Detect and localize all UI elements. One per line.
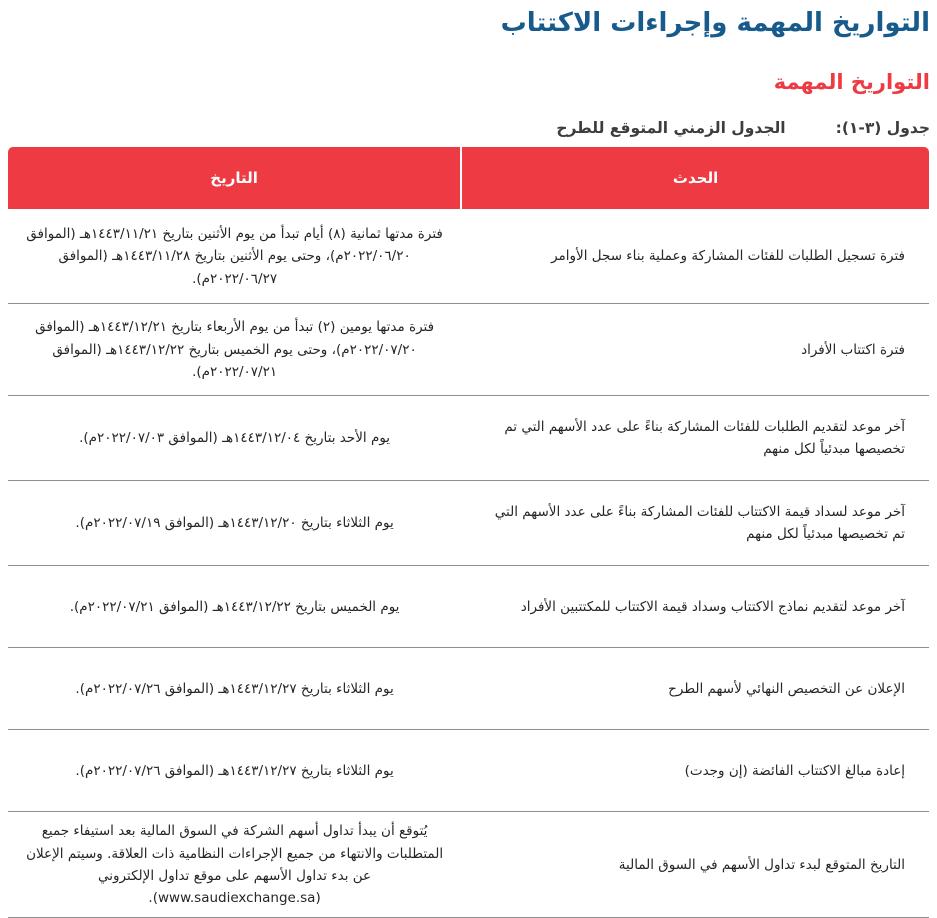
- table-row: فترة تسجيل الطلبات للفئات المشاركة وعملي…: [8, 209, 929, 304]
- event-cell: إعادة مبالغ الاكتتاب الفائضة (إن وجدت): [461, 729, 929, 812]
- table-caption: جدول (٣-١): الجدول الزمني المتوقع للطرح: [0, 119, 930, 137]
- date-cell: يوم الثلاثاء بتاريخ ١٤٤٣/١٢/٢٧هـ (المواف…: [8, 647, 462, 730]
- table-caption-title: الجدول الزمني المتوقع للطرح: [556, 119, 786, 138]
- event-cell: آخر موعد لتقديم نماذج الاكتتاب وسداد قيم…: [461, 565, 929, 648]
- event-cell: آخر موعد لتقديم الطلبات للفئات المشاركة …: [461, 395, 929, 481]
- event-cell: التاريخ المتوقع لبدء تداول الأسهم في الس…: [461, 811, 929, 918]
- table-header: الحدث التاريخ: [8, 147, 929, 210]
- table-row: التاريخ المتوقع لبدء تداول الأسهم في الس…: [8, 811, 929, 918]
- table-row: الإعلان عن التخصيص النهائي لأسهم الطرح يو…: [8, 647, 929, 730]
- header-cell-event: الحدث: [460, 147, 929, 210]
- table-row: آخر موعد لتقديم نماذج الاكتتاب وسداد قيم…: [8, 565, 929, 648]
- header-cell-date: التاريخ: [8, 147, 462, 210]
- table-body: فترة تسجيل الطلبات للفئات المشاركة وعملي…: [8, 209, 929, 918]
- page-title: التواريخ المهمة وإجراءات الاكتتاب: [500, 8, 930, 38]
- offering-timetable-table: الحدث التاريخ فترة تسجيل الطلبات للفئات …: [8, 147, 929, 918]
- date-cell: يوم الأحد بتاريخ ١٤٤٣/١٢/٠٤هـ (الموافق ٢…: [8, 395, 462, 481]
- table-row: آخر موعد لسداد قيمة الاكتتاب للفئات المش…: [8, 480, 929, 566]
- date-cell: فترة مدتها ثمانية (٨) أيام تبدأ من يوم ا…: [26, 225, 443, 287]
- event-cell: الإعلان عن التخصيص النهائي لأسهم الطرح: [461, 647, 929, 730]
- table-row: آخر موعد لتقديم الطلبات للفئات المشاركة …: [8, 395, 929, 481]
- section-subtitle: التواريخ المهمة: [773, 70, 930, 95]
- prospectus-page: التواريخ المهمة وإجراءات الاكتتاب التوار…: [0, 8, 937, 918]
- date-cell: فترة مدتها يومين (٢) تبدأ من يوم الأربعا…: [8, 303, 462, 396]
- table-row: فترة اكتتاب الأفراد فترة مدتها يومين (٢) …: [8, 303, 929, 396]
- table-row: إعادة مبالغ الاكتتاب الفائضة (إن وجدت) يو…: [8, 729, 929, 812]
- date-cell: يُتوقع أن يبدأ تداول أسهم الشركة في السو…: [8, 811, 462, 918]
- event-cell: فترة تسجيل الطلبات للفئات المشاركة وعملي…: [551, 248, 905, 265]
- date-cell: يوم الخميس بتاريخ ١٤٤٣/١٢/٢٢هـ (الموافق …: [8, 565, 462, 648]
- event-cell: آخر موعد لسداد قيمة الاكتتاب للفئات المش…: [461, 480, 929, 566]
- event-cell: فترة اكتتاب الأفراد: [461, 303, 929, 396]
- table-caption-label: جدول (٣-١):: [835, 119, 930, 138]
- date-cell: يوم الثلاثاء بتاريخ ١٤٤٣/١٢/٢٠هـ (المواف…: [8, 480, 462, 566]
- date-cell: يوم الثلاثاء بتاريخ ١٤٤٣/١٢/٢٧هـ (المواف…: [8, 729, 462, 812]
